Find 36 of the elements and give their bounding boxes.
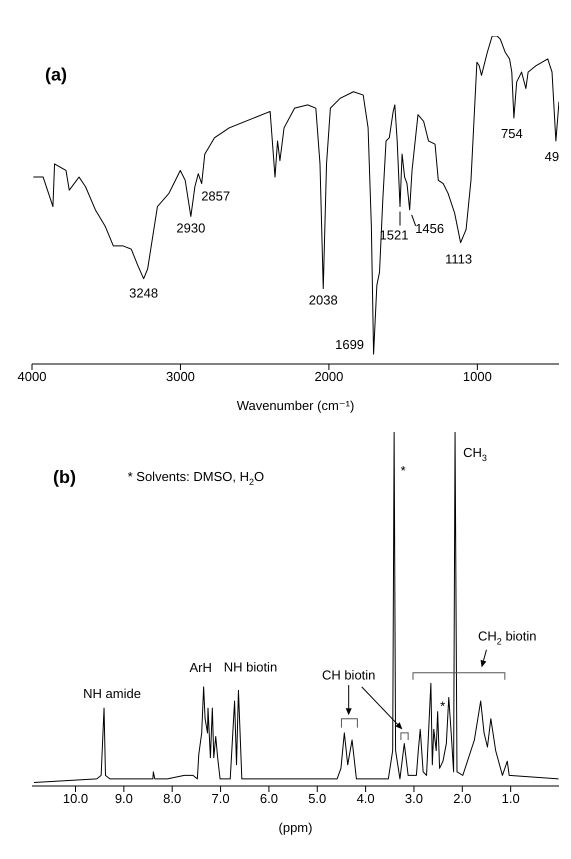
x-tick-label: 1.0 <box>502 791 520 806</box>
annotation: 1113 <box>445 252 472 268</box>
x-tick-label: 3000 <box>166 369 195 384</box>
annotation: 1699 <box>335 338 364 353</box>
x-tick-label: 2.0 <box>453 791 472 806</box>
x-tick-label: 9.0 <box>114 791 133 806</box>
text: (a) <box>45 64 68 84</box>
x-tick-label: 3.0 <box>404 791 423 806</box>
annotation: * <box>440 699 446 714</box>
annotation: 2930 <box>176 220 206 236</box>
annotation: NH biotin <box>224 660 278 675</box>
annotation: 754 <box>501 126 523 142</box>
annotation: 49 <box>544 149 560 164</box>
annotation: 1456 <box>415 221 444 236</box>
x-tick-label: 4000 <box>18 369 46 384</box>
x-tick-label: 6.0 <box>260 791 278 806</box>
annotation: CH biotin <box>322 668 376 683</box>
annotation: 2857 <box>201 189 230 204</box>
x-tick-label: 7.0 <box>212 791 230 806</box>
x-tick-label: 4.0 <box>356 791 375 806</box>
x-tick-label: 8.0 <box>163 791 182 806</box>
x-tick-label: 1000 <box>462 369 492 384</box>
annotation: ArH <box>189 660 212 676</box>
x-axis-title: Wavenumber (cm⁻¹) <box>236 398 354 413</box>
annotation: CH$_{2}$ biotin <box>478 628 537 647</box>
x-tick-label: 2000 <box>314 369 344 384</box>
x-axis-title: (ppm) <box>278 820 312 835</box>
annotation: * Solvents: DMSO, H$_{2}$O <box>128 469 264 488</box>
annotation: 3248 <box>129 286 158 302</box>
x-tick-label: 10.0 <box>62 791 88 806</box>
annotation: 2038 <box>308 292 338 308</box>
annotation: CH$_{3}$ <box>463 445 487 464</box>
annotation: NH amide <box>83 686 141 702</box>
annotation: * <box>400 463 406 478</box>
x-tick-label: 5.0 <box>308 791 326 806</box>
text: (b) <box>53 466 76 487</box>
